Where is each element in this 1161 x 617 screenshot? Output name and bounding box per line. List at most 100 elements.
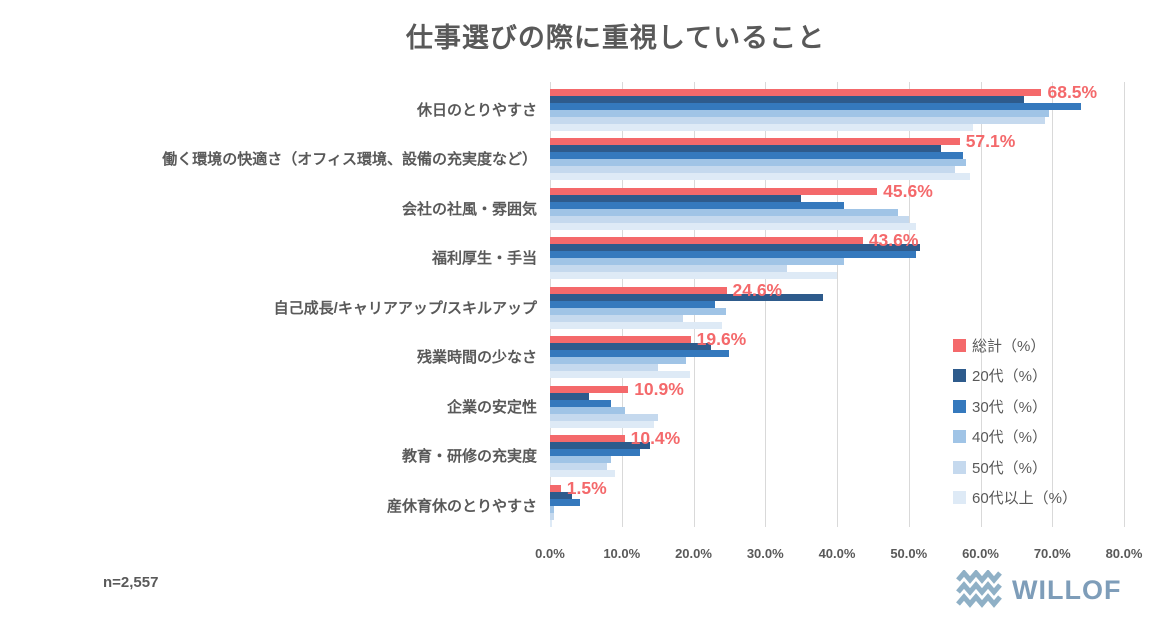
bar-50代-5 bbox=[550, 364, 658, 372]
value-label: 57.1% bbox=[965, 131, 1016, 152]
willof-waves-icon bbox=[956, 570, 1002, 608]
category-label: 休日のとりやすさ bbox=[416, 102, 537, 119]
bar-20代-0 bbox=[550, 96, 1024, 103]
x-tick-label: 70.0% bbox=[1033, 546, 1071, 561]
value-label: 43.6% bbox=[868, 230, 919, 251]
bar-50代-0 bbox=[550, 117, 1046, 124]
bar-60代以上-2 bbox=[550, 222, 916, 230]
bar-50代-3 bbox=[550, 265, 787, 273]
value-label: 24.6% bbox=[732, 279, 783, 300]
value-label: 10.9% bbox=[634, 378, 684, 399]
category-label: 企業の安定性 bbox=[446, 398, 537, 416]
bar-30代-5 bbox=[550, 350, 730, 358]
bar-20代-2 bbox=[550, 194, 802, 202]
bar-60代以上-0 bbox=[550, 124, 974, 131]
chart-title: 仕事選びの際に重視していること bbox=[405, 23, 826, 53]
legend-item: 50代（%） bbox=[953, 459, 1077, 477]
legend-swatch-icon bbox=[953, 460, 966, 474]
legend-label: 総計（%） bbox=[972, 337, 1046, 355]
plot-area: 68.5% 57.1% 45.6% 43.6% 24.6% 19.6% 10.9% 10.4%… bbox=[550, 82, 1125, 527]
bar-40代-5 bbox=[550, 357, 687, 365]
legend: 総計（%） 20代（%） 30代（%） 40代（%） 50代（%） 60代以上（%） bbox=[953, 337, 1077, 520]
bar-50代-1 bbox=[550, 166, 956, 174]
bar-40代-1 bbox=[550, 159, 967, 167]
bar-40代-7 bbox=[550, 456, 611, 464]
bar-60代以上-1 bbox=[550, 173, 970, 181]
brand-name: WILLOF bbox=[1012, 575, 1122, 605]
bar-40代-6 bbox=[550, 406, 626, 414]
bar-30代-3 bbox=[550, 251, 916, 259]
bar-50代-2 bbox=[550, 215, 909, 223]
category-label: 会社の社風・雰囲気 bbox=[401, 200, 537, 218]
category-label: 教育・研修の充実度 bbox=[401, 448, 537, 466]
bar-総計-4 bbox=[550, 286, 727, 294]
legend-item: 60代以上（%） bbox=[953, 490, 1078, 507]
bar-20代-6 bbox=[550, 392, 590, 400]
legend-label: 20代（%） bbox=[972, 368, 1048, 385]
category-label: 産休育休のとりやすさ bbox=[386, 497, 537, 515]
bar-20代-3 bbox=[550, 244, 920, 252]
bar-60代以上-6 bbox=[550, 420, 655, 428]
bar-20代-7 bbox=[550, 442, 651, 450]
bar-総計-7 bbox=[550, 435, 625, 443]
value-label: 19.6% bbox=[696, 329, 747, 350]
legend-item: 40代（%） bbox=[953, 429, 1077, 446]
legend-item: 20代（%） bbox=[953, 368, 1077, 385]
bar-40代-8 bbox=[550, 505, 554, 513]
bar-20代-1 bbox=[550, 145, 942, 153]
bar-60代以上-7 bbox=[550, 470, 615, 478]
x-tick-label: 30.0% bbox=[746, 546, 784, 561]
bar-60代以上-8 bbox=[550, 519, 553, 527]
bar-50代-4 bbox=[550, 314, 683, 322]
bar-30代-8 bbox=[550, 498, 581, 506]
brand-logo: WILLOF bbox=[956, 570, 1121, 610]
legend-swatch-icon bbox=[953, 430, 966, 443]
bar-総計-3 bbox=[550, 237, 863, 245]
x-tick-label: 10.0% bbox=[603, 546, 641, 561]
bar-40代-2 bbox=[550, 208, 898, 216]
x-tick-label: 0.0% bbox=[535, 546, 565, 561]
x-tick-label: 60.0% bbox=[962, 546, 999, 561]
bar-30代-0 bbox=[550, 103, 1081, 110]
bar-30代-6 bbox=[550, 399, 611, 407]
bar-総計-6 bbox=[550, 385, 629, 393]
bar-30代-2 bbox=[550, 201, 845, 209]
bar-50代-7 bbox=[550, 463, 608, 471]
bar-30代-1 bbox=[550, 152, 963, 160]
gridline bbox=[837, 82, 838, 527]
bar-総計-0 bbox=[550, 89, 1042, 96]
legend-item: 総計（%） bbox=[953, 337, 1077, 355]
bar-20代-4 bbox=[550, 293, 823, 301]
x-tick-label: 80.0% bbox=[1105, 546, 1143, 561]
bar-30代-7 bbox=[550, 449, 640, 457]
gridline bbox=[908, 82, 910, 527]
sample-size-label: n=2,557 bbox=[103, 574, 159, 591]
legend-label: 50代（%） bbox=[972, 459, 1048, 477]
bar-20代-5 bbox=[550, 343, 712, 351]
bar-総計-2 bbox=[550, 187, 878, 195]
bar-50代-6 bbox=[550, 413, 658, 421]
category-label: 残業時間の少なさ bbox=[416, 349, 537, 367]
legend-item: 30代（%） bbox=[953, 398, 1077, 416]
category-label: 自己成長/キャリアアップ/スキルアップ bbox=[273, 299, 537, 317]
bar-40代-0 bbox=[550, 110, 1049, 117]
legend-label: 30代（%） bbox=[972, 398, 1048, 416]
x-tick-label: 50.0% bbox=[890, 546, 928, 561]
bar-総計-1 bbox=[550, 138, 960, 146]
gridline bbox=[980, 82, 982, 527]
legend-swatch-icon bbox=[953, 369, 966, 382]
bar-50代-8 bbox=[550, 512, 554, 520]
legend-label: 60代以上（%） bbox=[972, 490, 1078, 507]
legend-swatch-icon bbox=[953, 338, 966, 352]
value-label: 45.6% bbox=[883, 180, 933, 201]
value-label: 10.4% bbox=[630, 428, 681, 449]
legend-label: 40代（%） bbox=[972, 429, 1048, 446]
category-label: 福利厚生・手当 bbox=[431, 250, 537, 268]
x-tick-label: 40.0% bbox=[818, 546, 856, 561]
bar-30代-4 bbox=[550, 300, 716, 308]
bar-総計-5 bbox=[550, 336, 691, 344]
category-label: 働く環境の快適さ（オフィス環境、設備の充実度など） bbox=[162, 151, 537, 169]
gridline bbox=[1124, 82, 1125, 527]
bar-60代以上-5 bbox=[550, 371, 690, 379]
